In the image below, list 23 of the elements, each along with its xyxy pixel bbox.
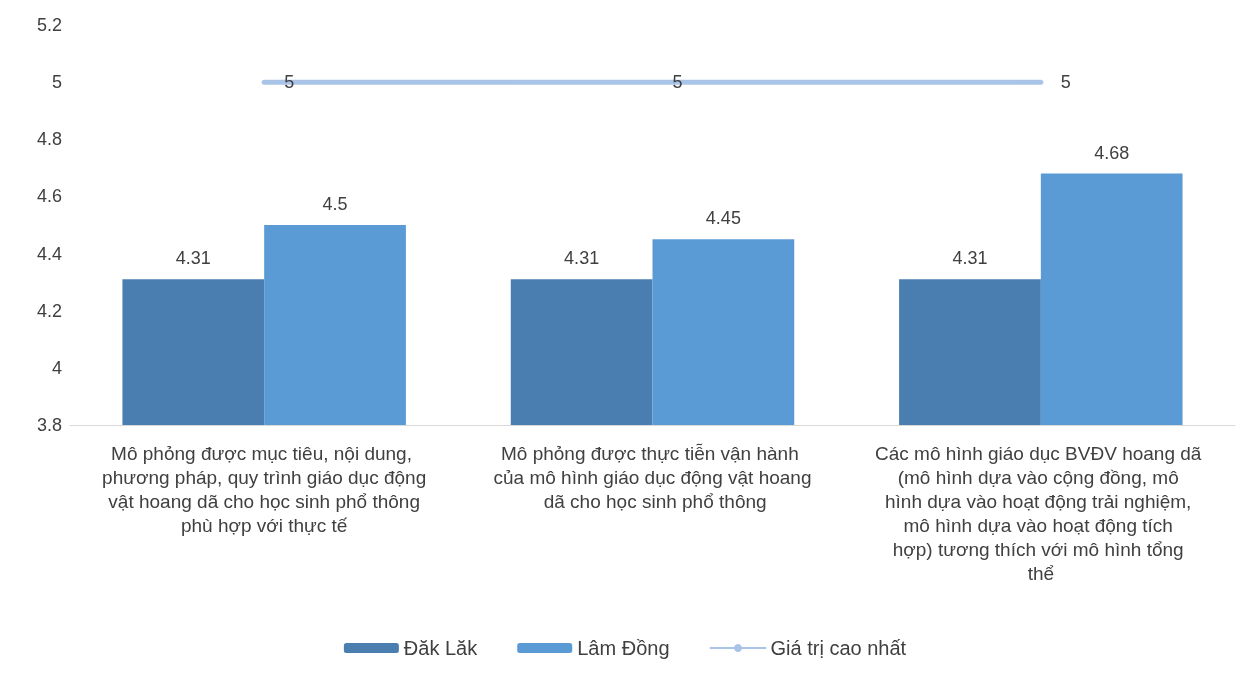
data-label: 4.45 — [705, 208, 741, 229]
data-label: 4.68 — [1094, 142, 1130, 163]
y-tick-label: 3.8 — [36, 415, 62, 435]
x-tick-label: Mô phỏng được thực tiễn vận hành của mô hình giáo dục động vật hoang dã cho học sinh phổ thông — [493, 442, 812, 512]
data-label: 4.31 — [564, 248, 600, 269]
y-tick-label: 4 — [51, 357, 62, 378]
legend-label: Lâm Đồng — [577, 637, 670, 659]
data-label: 5 — [672, 72, 683, 93]
y-tick-label: 5.2 — [36, 15, 62, 35]
legend-label: Đăk Lăk — [403, 637, 479, 659]
x-tick-label: Mô phỏng được mục tiêu, nội dung, phương pháp, quy trình giáo dục động vật hoang dã cho học sinh phổ thông phù hợp với thực tế — [102, 442, 427, 536]
y-tick-label: 4.2 — [36, 300, 62, 321]
legend-label: Giá trị cao nhất — [770, 637, 907, 659]
data-label: 4.31 — [175, 248, 211, 269]
y-tick-label: 4.8 — [36, 129, 62, 150]
y-tick-label: 4.4 — [36, 243, 62, 264]
data-label: 4.5 — [322, 194, 348, 214]
y-tick-label: 4.6 — [36, 186, 62, 207]
data-label: 4.31 — [952, 248, 988, 269]
data-label: 5 — [284, 72, 295, 93]
data-label: 5 — [1060, 72, 1071, 93]
x-tick-label: Các mô hình giáo dục BVĐV hoang dã (mô hình dựa vào cộng đồng, mô hình dựa vào hoạt động trải nghiệm, mô hình dựa vào hoạt động tích hợp) tương thích với mô hình tổng thể — [875, 442, 1207, 584]
y-tick-label: 5 — [51, 72, 62, 93]
